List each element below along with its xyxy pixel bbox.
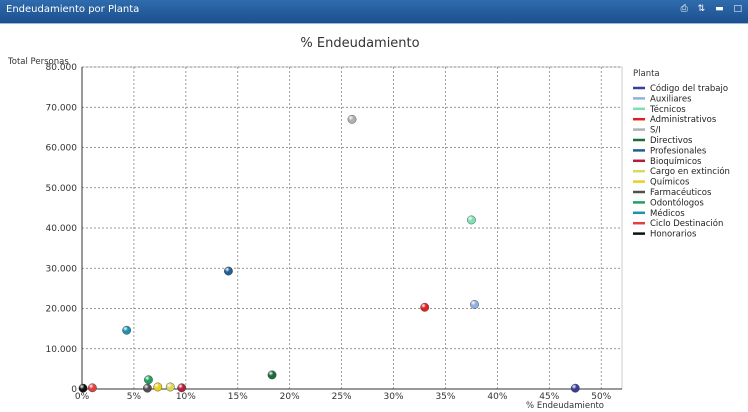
print-icon[interactable]: ⎙ [680, 4, 690, 14]
x-tick-label: 15% [228, 392, 248, 402]
x-tick-label: 5% [127, 392, 142, 402]
y-tick-label: 10.000 [46, 345, 78, 355]
legend-item-label: Médicos [650, 208, 685, 219]
legend-item-label: Ciclo Destinación [650, 218, 723, 229]
legend-item-label: Técnicos [649, 104, 686, 115]
legend-item-label: Directivos [650, 136, 693, 146]
legend: Código del trabajoAuxiliaresTécnicosAdmi… [633, 83, 730, 240]
legend-item-label: Odontólogos [650, 197, 704, 208]
data-point [267, 370, 277, 380]
x-tick-label: 45% [539, 392, 559, 402]
legend-item-label: Auxiliares [650, 94, 692, 104]
window-titlebar: Endeudamiento por Planta ⎙ ⇅ ▬ □ [0, 0, 748, 23]
y-tick-label: 60.000 [46, 144, 78, 154]
maximize-icon[interactable]: □ [733, 4, 744, 14]
legend-title: Planta [633, 69, 660, 79]
data-point [224, 266, 233, 276]
y-axis-label: Total Personas [7, 57, 69, 67]
plot-area: 0 10.000 20.000 30.000 40.000 50.000 60.000 70.… [46, 63, 623, 402]
data-point [87, 383, 97, 393]
y-tick-label: 70.000 [46, 103, 78, 113]
data-point [78, 383, 88, 393]
legend-item-label: S/I [650, 126, 661, 136]
y-tick-label: 0 [71, 385, 77, 395]
y-tick-label: 20.000 [46, 305, 78, 315]
window-title: Endeudamiento por Planta [6, 4, 140, 15]
legend-item-label: Bioquímicos [650, 157, 702, 167]
data-point [165, 382, 175, 392]
restore-icon[interactable]: ⇅ [697, 4, 708, 14]
data-point [153, 382, 163, 392]
scatter-chart: % Endeudamiento Total Personas % Endeuda… [7, 36, 730, 411]
titlebar-divider [0, 23, 748, 24]
chart-title: % Endeudamiento [300, 36, 419, 51]
data-point [122, 325, 132, 335]
data-point [177, 383, 187, 393]
legend-item-label: Código del trabajo [650, 83, 728, 94]
data-point [470, 300, 479, 309]
minimize-icon[interactable]: ▬ [715, 4, 726, 14]
x-tick-label: 30% [384, 392, 404, 402]
x-axis-label: % Endeudamiento [526, 401, 604, 411]
y-tick-label: 40.000 [46, 224, 78, 234]
legend-item-label: Honorarios [650, 230, 697, 240]
y-tick-label: 30.000 [46, 264, 78, 274]
legend-item-label: Profesionales [650, 146, 707, 156]
x-tick-label: 0% [75, 392, 90, 402]
data-point [467, 215, 476, 225]
y-tick-label: 80.000 [46, 63, 78, 73]
data-point [570, 383, 580, 393]
x-tick-label: 25% [332, 392, 352, 402]
legend-item-label: Químicos [650, 178, 690, 188]
legend-item-label: Cargo en extinción [650, 166, 730, 177]
legend-item-label: Farmacéuticos [650, 187, 712, 198]
legend-item-label: Administrativos [650, 115, 717, 125]
data-point [347, 114, 357, 124]
x-tick-label: 50% [591, 392, 611, 402]
data-point [420, 302, 430, 312]
x-tick-label: 10% [176, 392, 196, 402]
x-tick-label: 35% [435, 392, 455, 402]
window-controls: ⎙ ⇅ ▬ □ [678, 4, 744, 14]
x-tick-label: 40% [487, 392, 507, 402]
x-tick-label: 20% [280, 392, 300, 402]
data-point [143, 383, 152, 393]
data-point [144, 375, 153, 385]
y-tick-label: 50.000 [46, 184, 78, 194]
